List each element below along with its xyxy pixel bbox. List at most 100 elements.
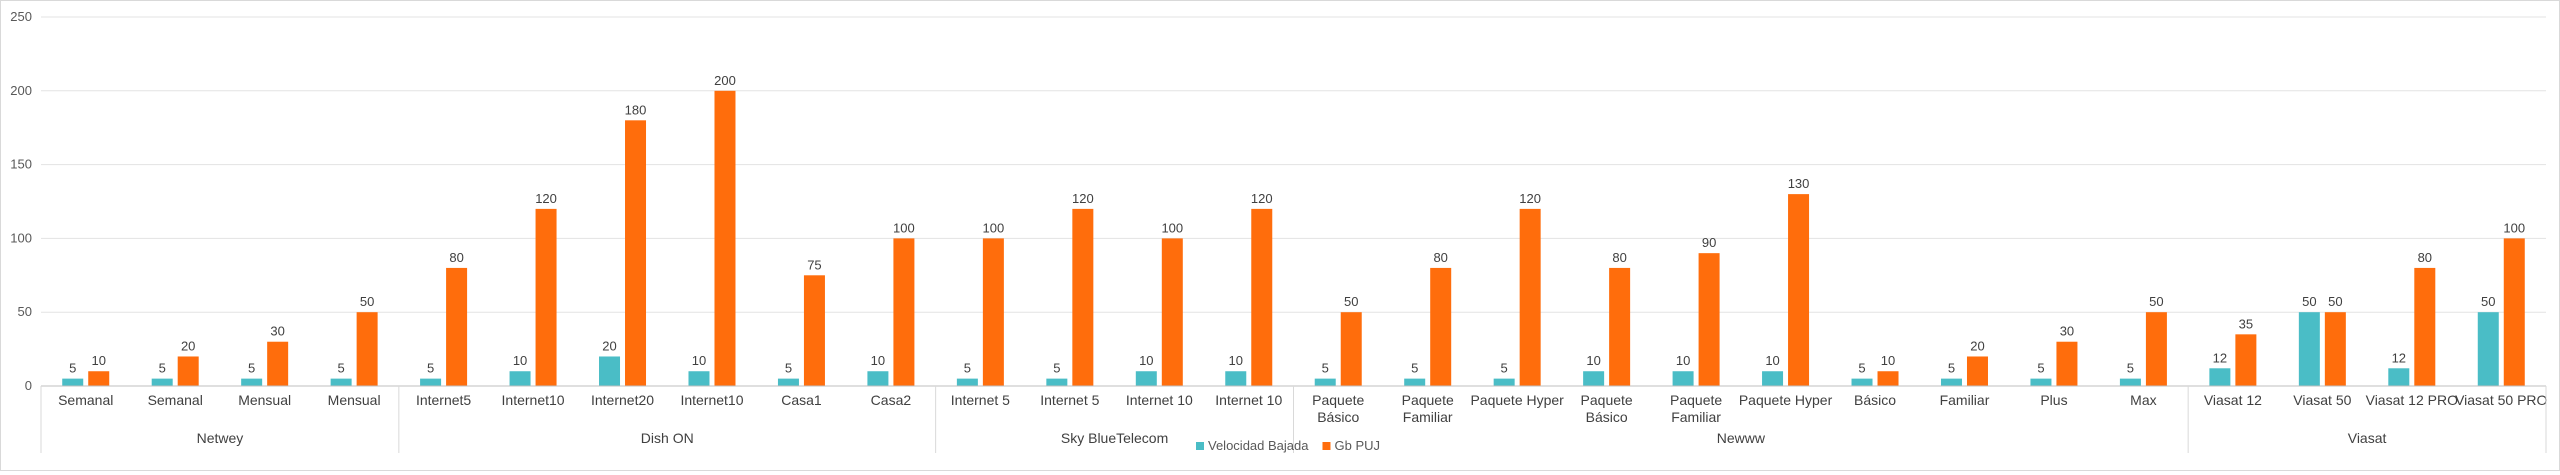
data-label: 20: [181, 338, 195, 353]
x-category-label: Viasat 50: [2293, 392, 2351, 408]
legend-label: Velocidad Bajada: [1208, 438, 1309, 453]
y-tick-label: 250: [10, 9, 32, 24]
data-label: 10: [1139, 353, 1153, 368]
bar-gb-puj: [1340, 312, 1362, 386]
data-label: 5: [248, 361, 255, 376]
bar-velocidad-bajada: [1851, 378, 1873, 386]
bar-velocidad-bajada: [1493, 378, 1515, 386]
x-category-label: Casa1: [781, 392, 822, 408]
x-category-label: Semanal: [58, 392, 113, 408]
x-category-label: Paquete Hyper: [1739, 392, 1833, 408]
x-category-label: Paquete Básico: [1581, 392, 1633, 425]
bar-gb-puj: [714, 90, 736, 387]
bar-velocidad-bajada: [241, 378, 263, 386]
x-category-label: Internet5: [416, 392, 471, 408]
data-label: 5: [2127, 361, 2134, 376]
data-label: 180: [625, 102, 647, 117]
data-label: 10: [1676, 353, 1690, 368]
data-label: 5: [1411, 361, 1418, 376]
bar-gb-puj: [625, 120, 647, 386]
data-label: 5: [964, 361, 971, 376]
bar-velocidad-bajada: [867, 371, 889, 386]
bar-velocidad-bajada: [1583, 371, 1605, 386]
data-label: 5: [1053, 361, 1060, 376]
x-group-label: Newww: [1717, 430, 1766, 446]
bar-velocidad-bajada: [777, 378, 799, 386]
y-tick-label: 100: [10, 230, 32, 245]
bar-velocidad-bajada: [1762, 371, 1784, 386]
x-category-label: Max: [2130, 392, 2156, 408]
data-label: 50: [2149, 294, 2163, 309]
bar-gb-puj: [982, 238, 1004, 386]
bar-gb-puj: [88, 371, 110, 386]
data-label: 200: [714, 73, 736, 88]
x-category-label: Paquete Familiar: [1670, 392, 1722, 425]
data-label: 12: [2213, 350, 2227, 365]
bar-velocidad-bajada: [1940, 378, 1962, 386]
x-category-label: Mensual: [328, 392, 381, 408]
bar-velocidad-bajada: [1225, 371, 1247, 386]
bar-velocidad-bajada: [420, 378, 442, 386]
data-label: 20: [602, 338, 616, 353]
data-label: 130: [1788, 176, 1810, 191]
data-label: 50: [2481, 294, 2495, 309]
bar-gb-puj: [1430, 267, 1452, 386]
bar-gb-puj: [2324, 312, 2346, 386]
data-label: 10: [513, 353, 527, 368]
data-label: 120: [1072, 191, 1094, 206]
y-axis-ticks: 0 50 100 150 200 250: [10, 9, 32, 393]
data-label: 12: [2392, 350, 2406, 365]
data-label: 5: [427, 361, 434, 376]
data-label: 80: [1612, 250, 1626, 265]
data-label: 5: [69, 361, 76, 376]
bar-velocidad-bajada: [2030, 378, 2052, 386]
bar-gb-puj: [1698, 253, 1720, 386]
bar-gb-puj: [1788, 194, 1810, 386]
legend-swatch: [1322, 442, 1331, 450]
data-label: 5: [2037, 361, 2044, 376]
data-label: 30: [270, 324, 284, 339]
x-category-label: Básico: [1854, 392, 1896, 408]
bar-gb-puj: [2235, 334, 2257, 386]
bar-velocidad-bajada: [1314, 378, 1336, 386]
bar-gb-puj: [177, 356, 199, 386]
bar-velocidad-bajada: [2477, 312, 2499, 386]
bar-gb-puj: [803, 275, 825, 386]
x-category-label: Paquete Básico: [1312, 392, 1364, 425]
bar-velocidad-bajada: [1404, 378, 1426, 386]
bar-velocidad-bajada: [1046, 378, 1068, 386]
data-label: 80: [2418, 250, 2432, 265]
data-label: 10: [91, 353, 105, 368]
x-category-label: Internet 10: [1215, 392, 1282, 408]
bar-velocidad-bajada: [330, 378, 352, 386]
x-category-label: Paquete Familiar: [1402, 392, 1454, 425]
x-category-label: Internet 5: [1040, 392, 1099, 408]
bar-velocidad-bajada: [2388, 368, 2410, 386]
bar-velocidad-bajada: [2119, 378, 2141, 386]
x-category-label: Internet10: [502, 392, 565, 408]
x-category-label: Plus: [2040, 392, 2067, 408]
data-label: 100: [2503, 220, 2525, 235]
bar-velocidad-bajada: [2298, 312, 2320, 386]
bar-velocidad-bajada: [1672, 371, 1694, 386]
x-category-label: Viasat 50 PRO: [2455, 392, 2547, 408]
x-category-label: Internet10: [680, 392, 743, 408]
bar-gb-puj: [446, 267, 468, 386]
x-category-label: Internet20: [591, 392, 654, 408]
bar-velocidad-bajada: [956, 378, 978, 386]
data-label: 5: [1858, 361, 1865, 376]
data-label: 5: [785, 361, 792, 376]
data-label: 10: [1765, 353, 1779, 368]
legend: Velocidad Bajada Gb PUJ: [1196, 438, 1380, 453]
x-category-label: Semanal: [148, 392, 203, 408]
x-category-label: Viasat 12: [2204, 392, 2262, 408]
bar-gb-puj: [1072, 208, 1094, 386]
data-label: 50: [2328, 294, 2342, 309]
x-category-label: Casa2: [871, 392, 912, 408]
data-label: 80: [1433, 250, 1447, 265]
x-group-label: Sky BlueTelecom: [1061, 430, 1168, 446]
x-category-label: Viasat 12 PRO: [2366, 392, 2458, 408]
data-label: 100: [893, 220, 915, 235]
bar-gb-puj: [1877, 371, 1899, 386]
